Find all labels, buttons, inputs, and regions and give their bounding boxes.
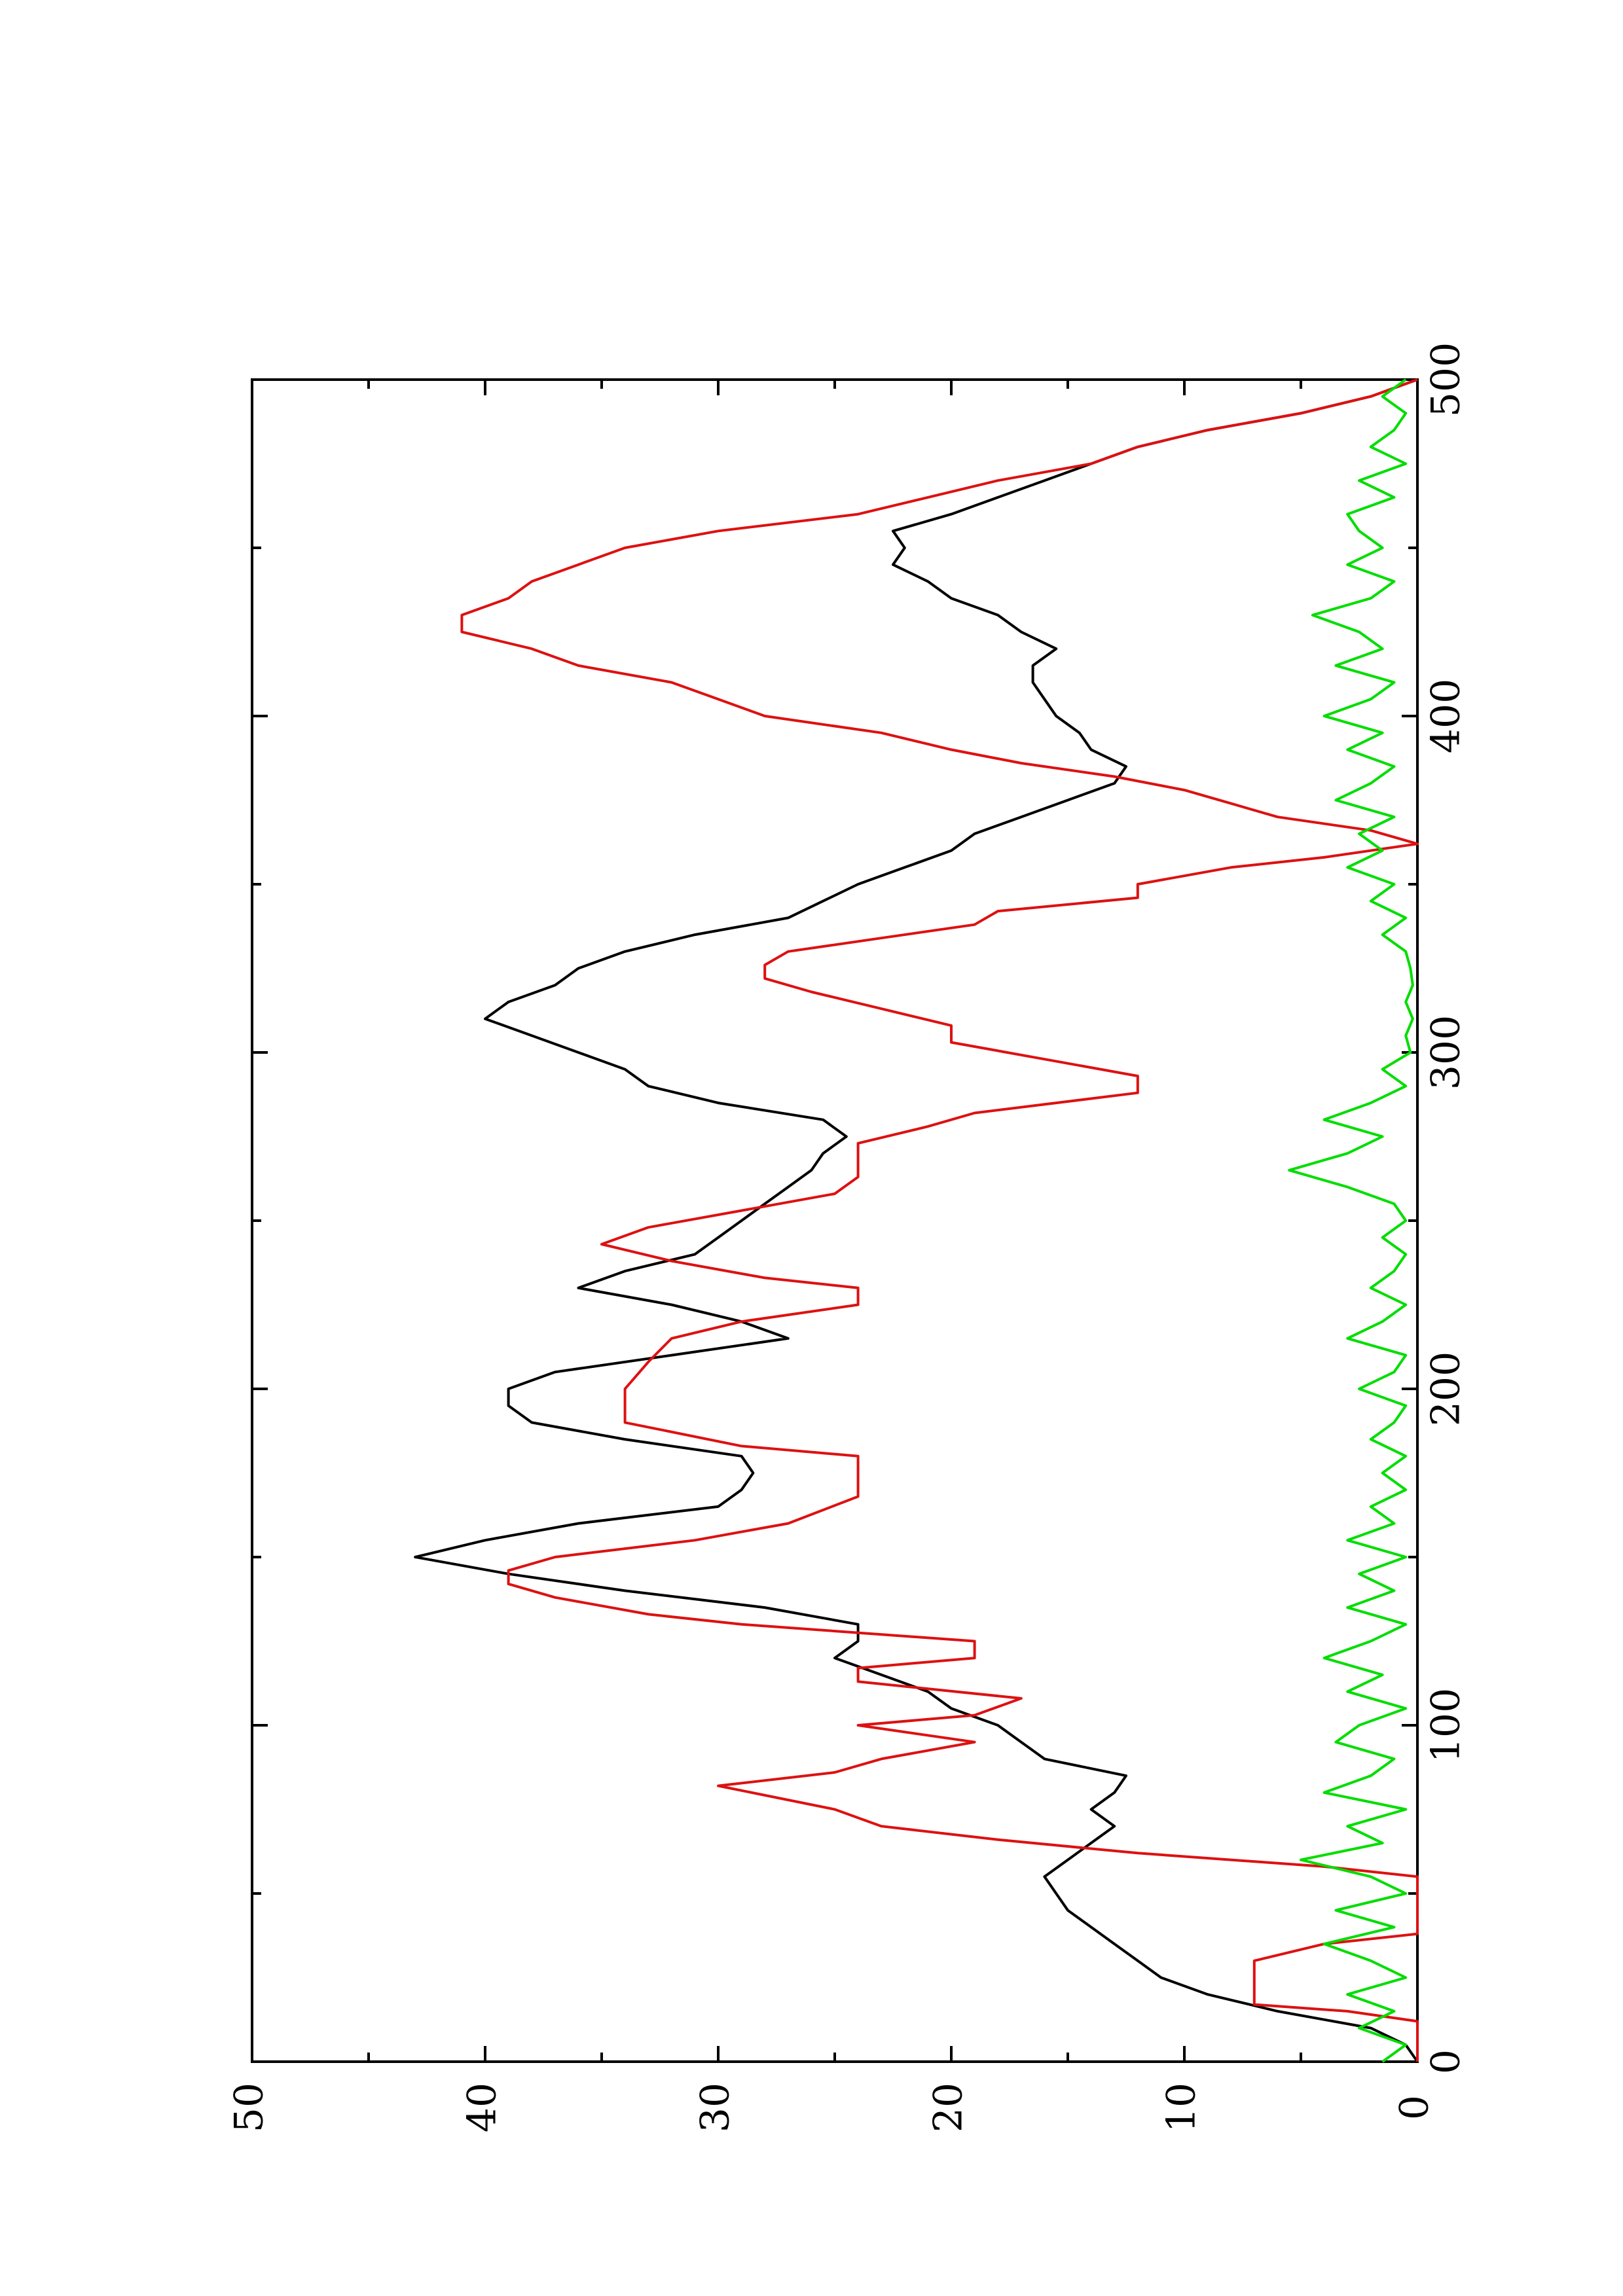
plot-area: 0 100 200 300 400 500 0 10 20 30 40 50 [227,342,1469,2132]
x-tick-label: 300 [1423,1015,1469,1090]
y-tick-label: 0 [1392,2095,1438,2120]
series-line-1 [414,378,1419,2063]
y-tick-label: 10 [1159,2083,1205,2132]
y-tick-label: 30 [693,2083,739,2132]
x-tick-label: 400 [1423,679,1469,754]
series-line-3 [1288,378,1414,2063]
series-line-2 [460,378,1419,2062]
y-tick-label: 40 [460,2083,505,2132]
x-tick-label: 100 [1423,1688,1469,1763]
x-tick-label: 0 [1423,2049,1469,2074]
y-tick-label: 50 [227,2083,272,2132]
y-tick-label: 20 [926,2083,972,2132]
x-tick-label: 500 [1423,342,1469,418]
x-tick-label: 200 [1423,1352,1469,1427]
